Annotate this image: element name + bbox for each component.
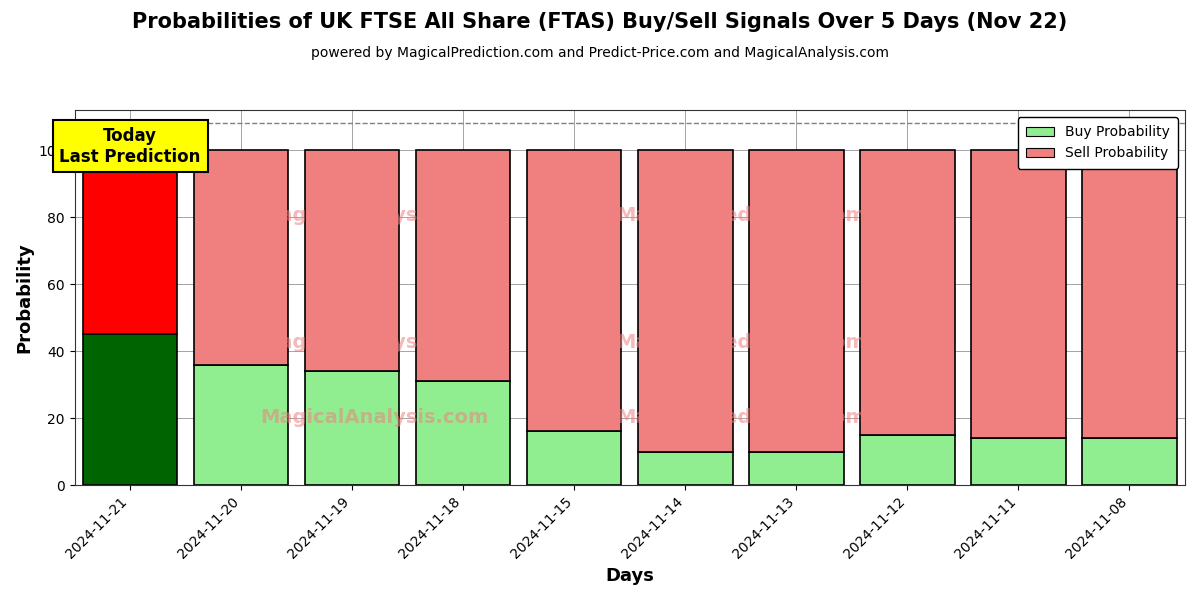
Bar	[83, 334, 178, 485]
Bar	[638, 150, 732, 452]
Text: MagicalPrediction.com: MagicalPrediction.com	[616, 408, 865, 427]
Bar	[194, 150, 288, 365]
X-axis label: Days: Days	[605, 567, 654, 585]
Text: Probabilities of UK FTSE All Share (FTAS) Buy/Sell Signals Over 5 Days (Nov 22): Probabilities of UK FTSE All Share (FTAS…	[132, 12, 1068, 32]
Bar	[305, 371, 400, 485]
Text: MagicalPrediction.com: MagicalPrediction.com	[616, 333, 865, 352]
Bar	[305, 150, 400, 371]
Legend: Buy Probability, Sell Probability: Buy Probability, Sell Probability	[1018, 117, 1178, 169]
Bar	[860, 150, 955, 435]
Text: MagicalPrediction.com: MagicalPrediction.com	[616, 206, 865, 224]
Bar	[416, 150, 510, 381]
Bar	[416, 381, 510, 485]
Bar	[527, 431, 622, 485]
Text: MagicalAnalysis.com: MagicalAnalysis.com	[260, 333, 488, 352]
Text: powered by MagicalPrediction.com and Predict-Price.com and MagicalAnalysis.com: powered by MagicalPrediction.com and Pre…	[311, 46, 889, 60]
Bar	[1082, 438, 1177, 485]
Text: Today
Last Prediction: Today Last Prediction	[60, 127, 200, 166]
Y-axis label: Probability: Probability	[16, 242, 34, 353]
Bar	[749, 150, 844, 452]
Bar	[194, 365, 288, 485]
Text: MagicalAnalysis.com: MagicalAnalysis.com	[260, 408, 488, 427]
Bar	[83, 150, 178, 334]
Bar	[971, 150, 1066, 438]
Bar	[1082, 150, 1177, 438]
Bar	[860, 435, 955, 485]
Text: MagicalAnalysis.com: MagicalAnalysis.com	[260, 206, 488, 224]
Bar	[638, 452, 732, 485]
Bar	[749, 452, 844, 485]
Bar	[527, 150, 622, 431]
Bar	[971, 438, 1066, 485]
